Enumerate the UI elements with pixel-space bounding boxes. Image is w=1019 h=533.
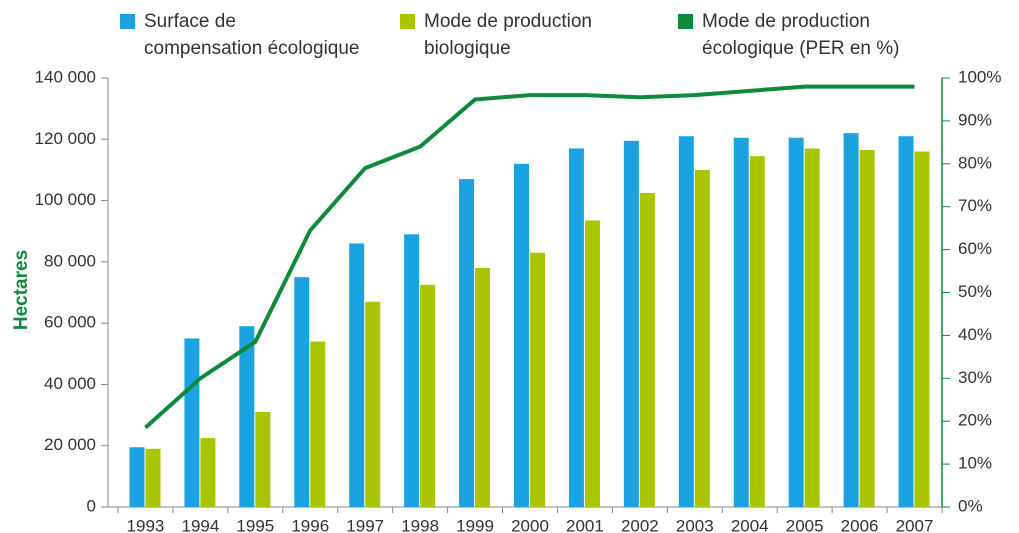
x-tick-label: 1996 [291,516,329,533]
bar [898,136,914,507]
x-tick-label: 2001 [566,516,604,533]
y-tick-label: 140 000 [35,67,96,86]
bar [694,169,710,507]
y2-tick-label: 50% [958,282,992,301]
y2-tick-label: 100% [958,67,1001,86]
bar [129,447,145,507]
bar [365,301,381,507]
x-tick-label: 1998 [401,516,439,533]
bar [255,412,271,507]
x-tick-label: 2004 [731,516,769,533]
bar [145,448,161,507]
bar [514,163,529,508]
bar [639,192,655,508]
legend-entry: Mode de production biologique [400,8,592,62]
legend-label: Mode de production biologique [424,11,592,59]
bar [678,136,694,507]
bar [749,156,765,507]
y-tick-label: 60 000 [44,313,96,332]
legend-swatch [400,14,415,29]
y-axis-label: Hectares [11,250,32,330]
legend-swatch [678,14,693,29]
y2-tick-label: 40% [958,325,992,344]
y2-tick-label: 10% [958,454,992,473]
bar [804,148,820,507]
bar [733,137,749,507]
bar [530,252,545,507]
x-tick-label: 2006 [841,516,879,533]
x-tick-label: 1997 [346,516,384,533]
y-tick-label: 100 000 [35,190,96,209]
bar [568,148,584,507]
legend-label: Surface de compensation écologique [144,11,360,59]
x-tick-label: 1999 [456,516,494,533]
y2-tick-label: 90% [958,110,992,129]
legend-entry: Mode de production écologique (PER en %) [678,8,900,62]
y2-tick-label: 80% [958,153,992,172]
bar [294,277,310,507]
x-tick-label: 2005 [786,516,824,533]
y-tick-label: 20 000 [44,435,96,454]
bar [310,341,326,507]
legend-entry: Surface de compensation écologique [120,8,360,62]
bar [914,151,930,508]
y2-tick-label: 0% [958,496,983,515]
y2-tick-label: 20% [958,411,992,430]
legend-swatch [120,14,135,29]
y-tick-label: 80 000 [44,251,96,270]
bar [184,338,200,507]
bar [239,326,255,507]
bar [623,140,639,507]
x-tick-label: 1994 [181,516,219,533]
y-tick-label: 40 000 [44,374,96,393]
x-tick-label: 2002 [621,516,659,533]
bar [404,234,420,507]
bar [843,133,859,507]
x-tick-label: 2000 [511,516,549,533]
x-tick-label: 2007 [896,516,934,533]
bar [459,179,475,507]
bar [349,243,365,507]
bar [584,220,600,507]
bar [200,438,216,507]
x-tick-label: 1995 [236,516,274,533]
y2-tick-label: 70% [958,196,992,215]
y-tick-label: 120 000 [35,129,96,148]
bar [859,150,875,507]
line [144,84,915,430]
bar [475,267,491,507]
y-tick-label: 0 [87,496,96,515]
x-tick-label: 1993 [127,516,165,533]
y2-tick-label: 60% [958,239,992,258]
y2-tick-label: 30% [958,368,992,387]
legend-label: Mode de production écologique (PER en %) [702,11,900,59]
bar [788,137,804,507]
bar [420,284,436,507]
x-tick-label: 2003 [676,516,714,533]
